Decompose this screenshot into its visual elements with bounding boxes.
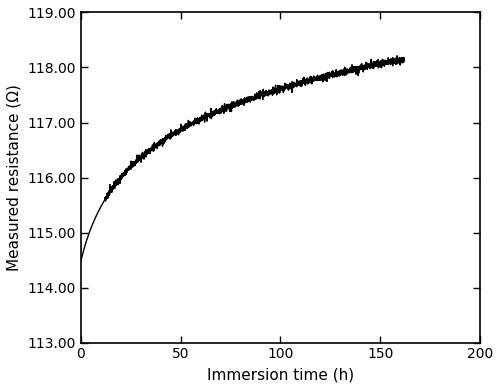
X-axis label: Immersion time (h): Immersion time (h) bbox=[207, 367, 354, 382]
Y-axis label: Measured resistance (Ω): Measured resistance (Ω) bbox=[7, 84, 22, 271]
